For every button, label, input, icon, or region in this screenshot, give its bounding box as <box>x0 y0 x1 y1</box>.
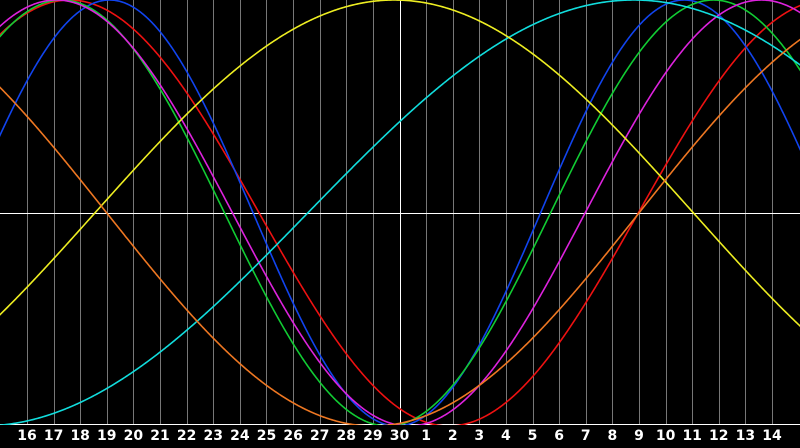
series-line-red-curve <box>0 0 800 425</box>
x-axis-label-strip: 16 17 18 19 20 21 22 23 24 25 26 27 28 29 30 1 2 3 4 5 6 7 8 9 1… <box>0 425 800 448</box>
x-tick-label: 23 <box>203 428 224 444</box>
x-tick-label: 4 <box>501 428 511 444</box>
x-tick-label: 1 <box>421 428 431 444</box>
x-tick-label: 18 <box>70 428 90 444</box>
x-tick-label: 12 <box>709 428 729 444</box>
x-tick-label: 13 <box>735 428 756 444</box>
x-tick-label: 8 <box>607 428 618 444</box>
series-line-magenta-curve <box>0 0 800 425</box>
x-tick-label: 11 <box>682 428 702 444</box>
x-tick-label: 24 <box>230 428 250 444</box>
x-tick-label: 19 <box>97 428 117 444</box>
x-tick-label: 22 <box>176 428 197 444</box>
x-tick-label: 3 <box>474 428 485 444</box>
x-tick-label: 29 <box>363 428 383 444</box>
x-tick-label: 5 <box>527 428 538 444</box>
x-tick-label: 10 <box>655 428 676 444</box>
x-tick-label: 25 <box>256 428 277 444</box>
x-tick-label: 9 <box>634 428 644 444</box>
axis-lines-group <box>0 0 800 425</box>
curves-group <box>0 0 800 425</box>
x-tick-label: 27 <box>309 428 330 444</box>
series-line-cyan-curve <box>0 0 800 425</box>
x-tick-label: 20 <box>123 428 144 444</box>
x-tick-label: 17 <box>43 428 64 444</box>
x-tick-label: 16 <box>17 428 37 444</box>
x-tick-label: 2 <box>447 428 458 444</box>
plot-svg <box>0 0 800 425</box>
x-tick-label: 7 <box>580 428 591 444</box>
x-tick-label: 14 <box>762 428 782 444</box>
plot-area[interactable] <box>0 0 800 425</box>
x-tick-label: 26 <box>283 428 303 444</box>
series-line-orange-curve <box>0 38 800 425</box>
x-tick-label: 30 <box>389 428 410 444</box>
x-tick-label: 28 <box>336 428 357 444</box>
series-line-yellow-curve <box>0 0 800 328</box>
x-tick-label: 21 <box>150 428 170 444</box>
x-tick-label: 6 <box>554 428 564 444</box>
